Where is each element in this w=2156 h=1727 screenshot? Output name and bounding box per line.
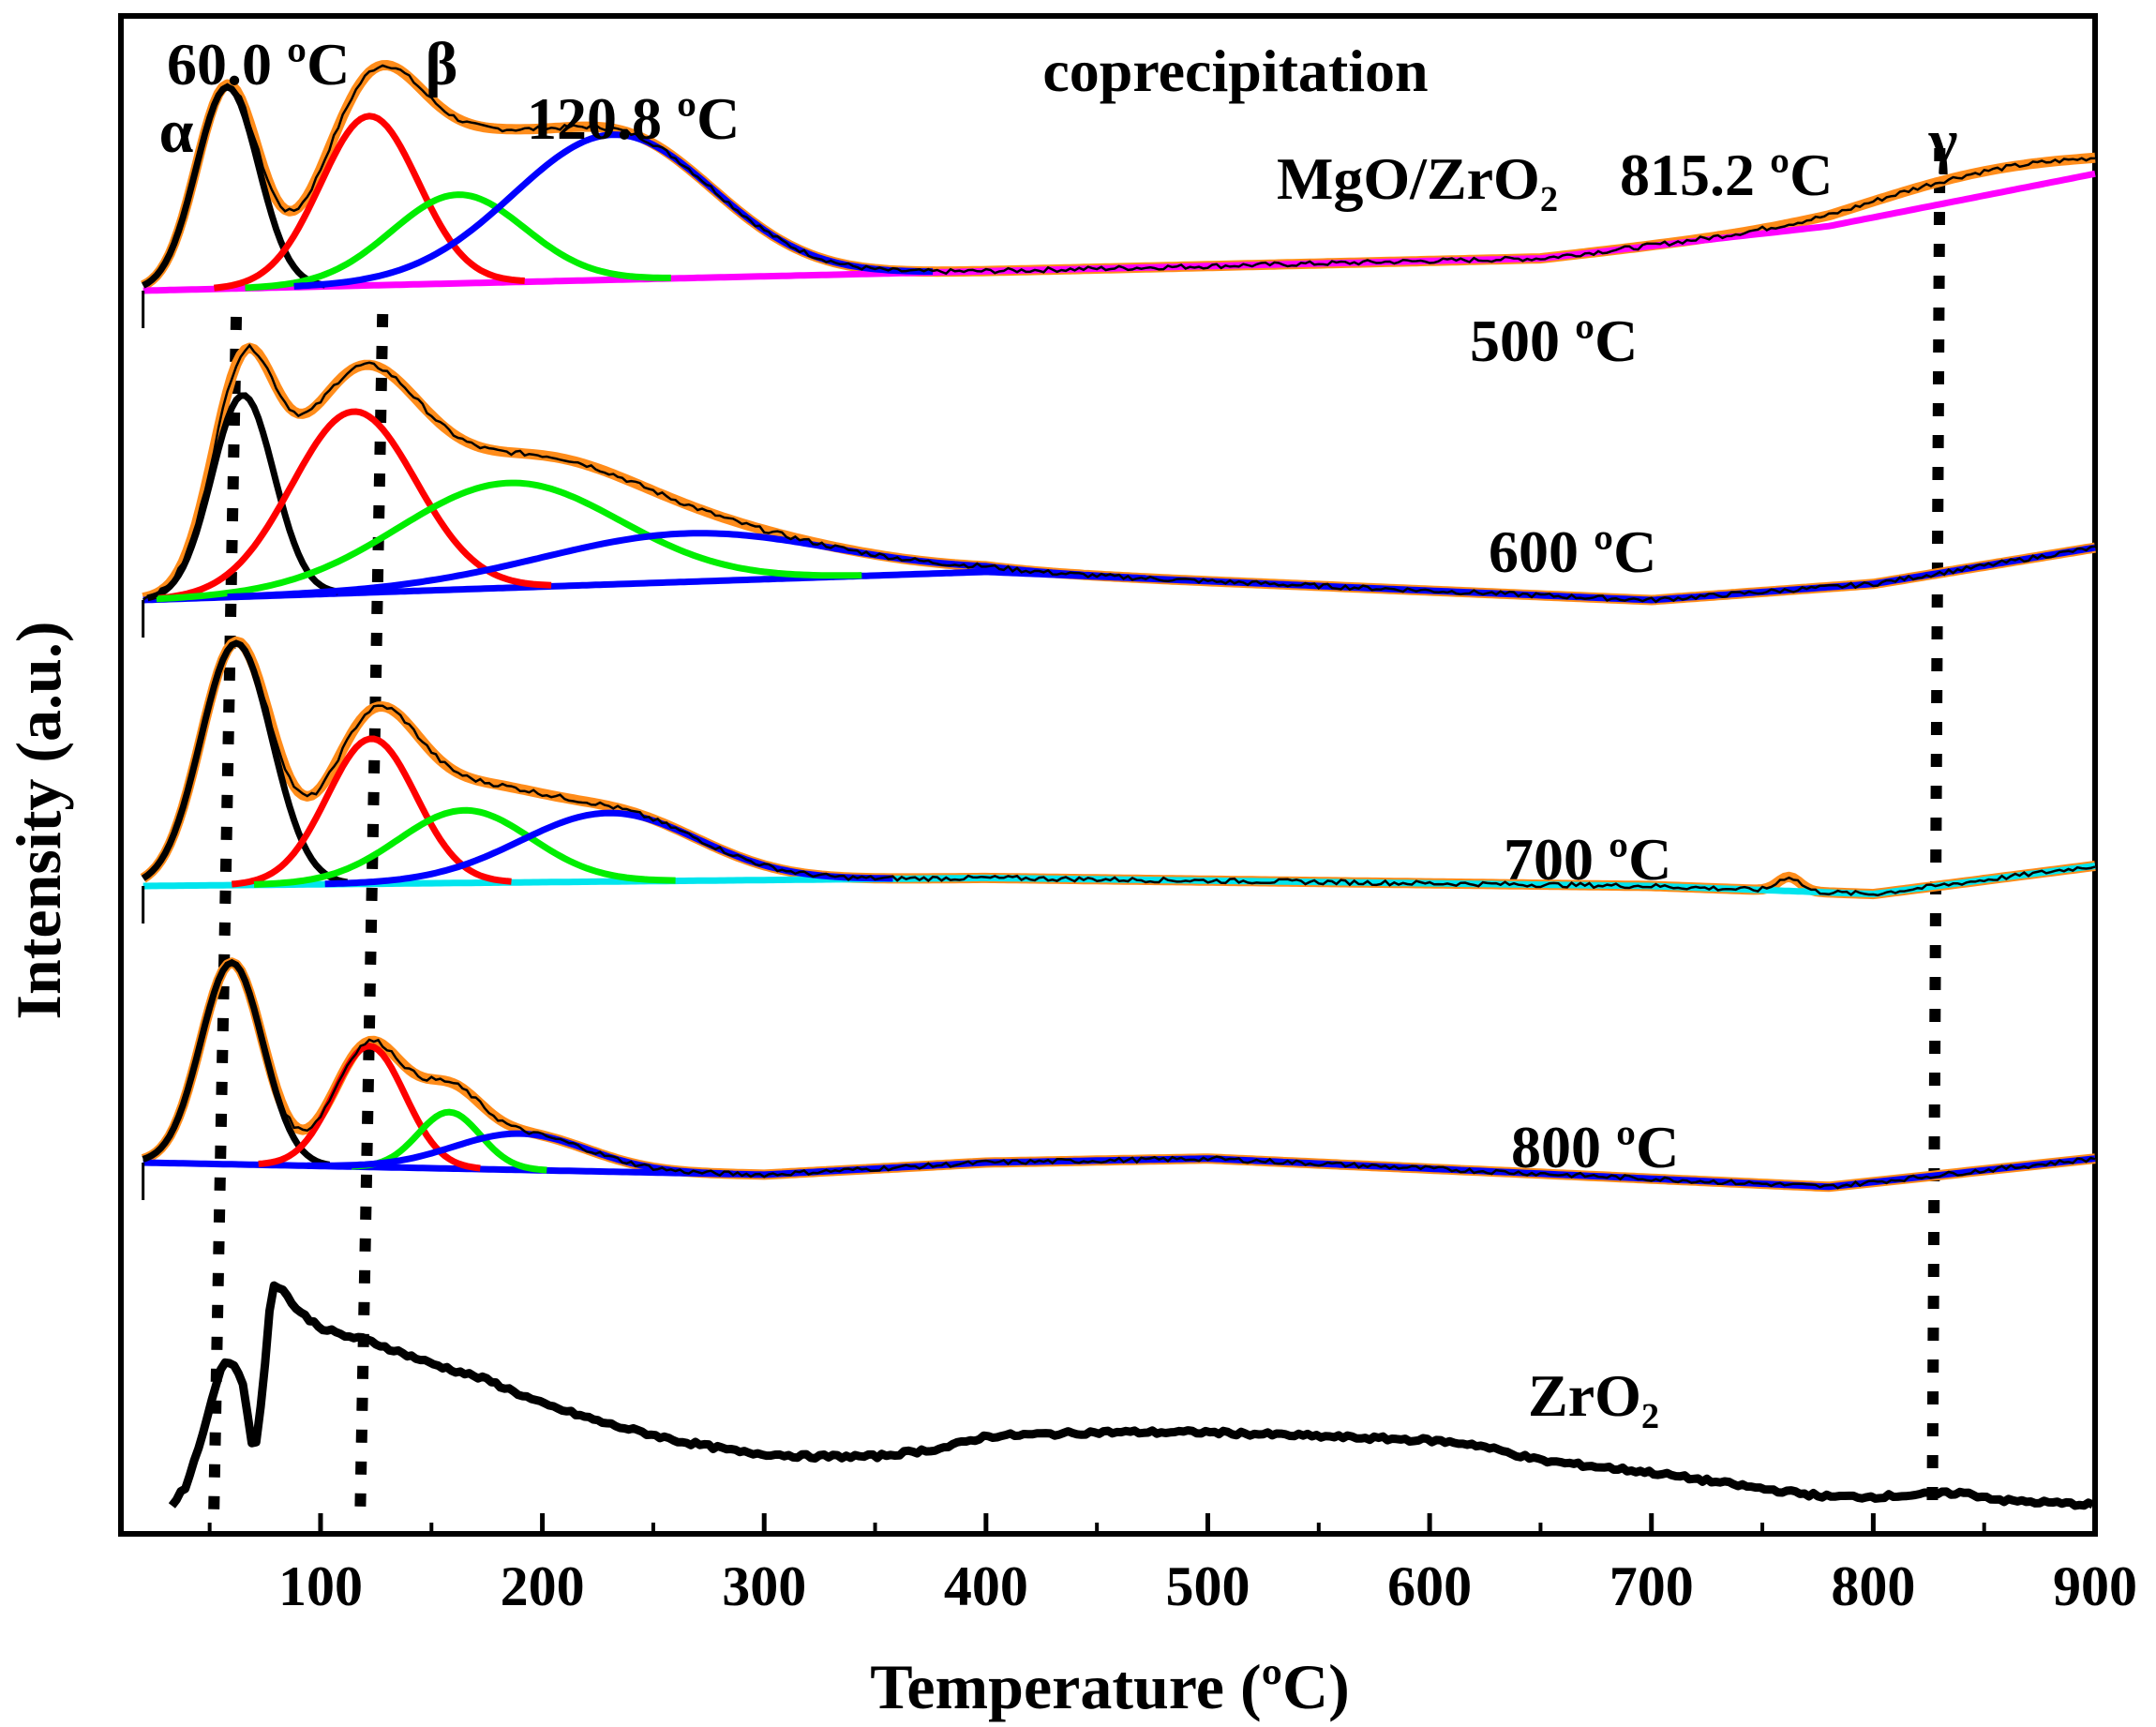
x-axis-label: Temperature (ºC)	[870, 1651, 1350, 1722]
gamma-label: γ	[1928, 107, 1958, 175]
series-label-800: 800 ºC	[1511, 1114, 1679, 1180]
chart-subtitle: MgO/ZrO₂	[1277, 145, 1558, 212]
x-tick-label-800: 800	[1831, 1555, 1915, 1617]
plot-frame	[118, 13, 2098, 1537]
x-axis: 100 200 300 400 500 600 700 800 900	[207, 1513, 2137, 1617]
x-tick-label-200: 200	[501, 1555, 585, 1617]
peak-3-500	[245, 191, 671, 292]
x-tick-label-100: 100	[278, 1555, 363, 1617]
peak-4-500	[293, 131, 934, 290]
envelope-fit-600	[142, 342, 2096, 606]
reference-lines	[208, 147, 1946, 1517]
peak-beta-800	[258, 1043, 481, 1172]
alpha-temp-label: 60.0 ºC	[167, 31, 350, 98]
baseline-800	[142, 1155, 2096, 1191]
chart-title: coprecipitation	[1042, 38, 1428, 104]
peak-3-600	[156, 479, 862, 603]
peak-3-700	[253, 806, 676, 888]
x-tick-label-600: 600	[1387, 1555, 1472, 1617]
measured-600	[142, 343, 2096, 604]
series-600	[142, 342, 2096, 638]
alpha-label: α	[159, 98, 194, 166]
peak-alpha-600	[146, 392, 339, 602]
beta-temp-label: 120.8 ºC	[527, 85, 740, 152]
measured-500	[142, 64, 2095, 287]
reference-line-beta	[354, 313, 389, 1517]
x-tick-label-700: 700	[1610, 1555, 1694, 1617]
series-group	[140, 60, 2096, 1510]
reference-line-alpha	[208, 316, 243, 1517]
series-800	[141, 957, 2096, 1200]
series-label-600: 600 ºC	[1489, 518, 1656, 585]
x-tick-label-400: 400	[944, 1555, 1028, 1617]
series-label-zro2: ZrO₂	[1528, 1362, 1659, 1429]
series-zro2	[168, 1281, 2095, 1510]
peak-4-600	[227, 530, 1146, 601]
series-label-700: 700 ºC	[1504, 826, 1671, 893]
reference-line-gamma	[1926, 147, 1946, 1517]
measured-800	[142, 960, 2096, 1190]
y-axis-label: Intensity (a.u.)	[3, 621, 74, 1019]
series-label-500: 500 ºC	[1470, 308, 1638, 374]
zro2-trace	[168, 1281, 2095, 1510]
series-500	[141, 60, 2096, 328]
measured-700	[142, 639, 2096, 897]
x-tick-label-900: 900	[2053, 1555, 2137, 1617]
envelope-fit-700	[140, 636, 2096, 900]
series-700	[140, 636, 2096, 924]
x-tick-label-500: 500	[1165, 1555, 1250, 1617]
baseline-500	[142, 170, 2096, 294]
gamma-temp-label: 815.2 ºC	[1620, 142, 1833, 208]
peak-beta-500	[214, 113, 525, 292]
beta-label: β	[426, 30, 458, 98]
x-tick-label-300: 300	[722, 1555, 806, 1617]
